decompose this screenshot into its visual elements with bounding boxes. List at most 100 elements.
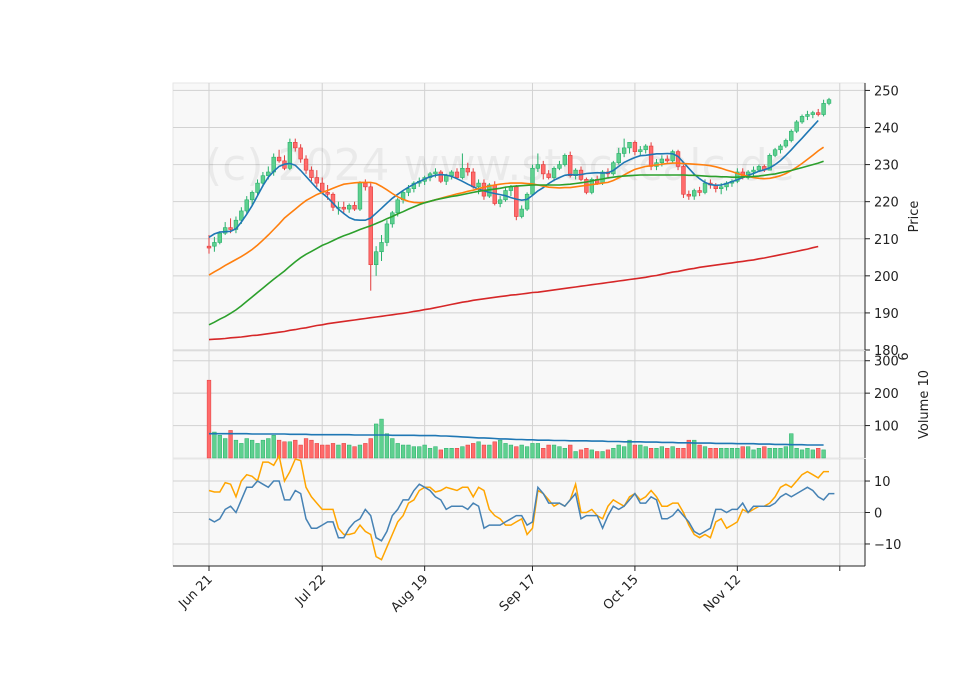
x-tick-label: Sep 17 bbox=[497, 572, 540, 615]
volume-bar bbox=[233, 439, 239, 459]
volume-bar bbox=[314, 443, 319, 459]
volume-bar bbox=[336, 444, 341, 459]
candle-body bbox=[352, 205, 357, 210]
x-tick-label: Jul 22 bbox=[292, 572, 329, 609]
candle-body bbox=[228, 227, 233, 230]
volume-axis-exponent: 6 bbox=[897, 352, 912, 360]
price-tick-label: 230 bbox=[874, 159, 899, 174]
candle-body bbox=[325, 192, 330, 195]
volume-bar bbox=[697, 444, 702, 459]
volume-bar bbox=[708, 448, 713, 459]
volume-bar bbox=[665, 448, 670, 459]
volume-bar bbox=[541, 448, 546, 459]
price-tick-label: 210 bbox=[874, 233, 899, 248]
candle-body bbox=[665, 158, 670, 162]
candle-body bbox=[546, 173, 551, 178]
volume-bar bbox=[228, 430, 233, 459]
volume-bar bbox=[654, 448, 659, 459]
volume-bar bbox=[325, 444, 330, 459]
volume-tick-label: 200 bbox=[874, 387, 899, 402]
candle-body bbox=[659, 158, 665, 164]
volume-bar bbox=[368, 438, 373, 459]
watermark-text: (c) 2024 www.stockcalc.de bbox=[205, 140, 795, 191]
candle-body bbox=[287, 142, 293, 169]
x-tick-label: Oct 15 bbox=[601, 572, 642, 613]
candle-body bbox=[266, 171, 271, 177]
volume-bar bbox=[206, 379, 212, 459]
volume-bar bbox=[605, 449, 611, 459]
x-tick-label: Nov 12 bbox=[701, 572, 744, 615]
candle-body bbox=[357, 182, 363, 210]
candle-body bbox=[460, 167, 465, 178]
candle-body bbox=[805, 114, 810, 117]
volume-bar bbox=[648, 448, 654, 459]
candle-body bbox=[772, 149, 778, 156]
candle-body bbox=[697, 190, 702, 193]
volume-bar bbox=[411, 446, 417, 459]
volume-bar bbox=[422, 444, 427, 459]
osc-tick-label: −10 bbox=[874, 538, 901, 553]
volume-bar bbox=[740, 446, 745, 459]
volume-bar bbox=[487, 444, 492, 459]
volume-bar bbox=[271, 435, 276, 459]
volume-bar bbox=[454, 448, 460, 459]
volume-bar bbox=[621, 446, 627, 459]
osc-tick-label: 0 bbox=[874, 507, 882, 522]
volume-bar bbox=[675, 448, 681, 459]
candle-body bbox=[541, 164, 546, 175]
volume-bar bbox=[492, 441, 497, 459]
price-tick-label: 220 bbox=[874, 196, 899, 211]
volume-panel-bg bbox=[172, 350, 866, 459]
candle-body bbox=[470, 171, 476, 188]
volume-bar bbox=[406, 444, 411, 459]
volume-bar bbox=[551, 444, 557, 459]
candle-body bbox=[341, 206, 346, 210]
candle-body bbox=[293, 142, 298, 149]
volume-bar bbox=[352, 446, 357, 459]
volume-bar bbox=[444, 448, 449, 459]
volume-bar bbox=[616, 444, 621, 459]
volume-bar bbox=[497, 439, 503, 459]
candle-body bbox=[616, 153, 621, 164]
candle-body bbox=[239, 210, 244, 221]
candle-body bbox=[303, 158, 309, 171]
candle-body bbox=[476, 182, 481, 188]
candle-body bbox=[621, 147, 627, 154]
volume-bar bbox=[816, 448, 821, 459]
candle-body bbox=[670, 151, 675, 162]
volume-bar bbox=[519, 444, 524, 459]
volume-bar bbox=[745, 446, 751, 459]
candle-body bbox=[686, 193, 692, 197]
volume-bar bbox=[433, 446, 438, 459]
volume-bar bbox=[600, 451, 605, 459]
volume-bar bbox=[481, 444, 487, 459]
candle-body bbox=[309, 169, 314, 178]
candle-body bbox=[454, 171, 460, 178]
volume-bar bbox=[347, 444, 352, 459]
candle-body bbox=[783, 140, 789, 147]
candle-body bbox=[551, 167, 557, 178]
volume-bar bbox=[341, 443, 346, 459]
candle-body bbox=[363, 182, 368, 188]
candle-body bbox=[449, 171, 454, 177]
volume-bar bbox=[309, 439, 314, 459]
volume-bar bbox=[702, 446, 708, 459]
candle-body bbox=[524, 193, 530, 210]
volume-bar bbox=[573, 451, 578, 459]
volume-bar bbox=[427, 448, 433, 459]
volume-bar bbox=[595, 451, 600, 459]
candle-body bbox=[632, 142, 638, 152]
volume-bar bbox=[282, 441, 287, 459]
candle-body bbox=[519, 208, 524, 217]
volume-average-line bbox=[209, 432, 824, 446]
candle-body bbox=[373, 251, 379, 266]
price-tick-label: 180 bbox=[874, 344, 899, 359]
candle-body bbox=[557, 164, 562, 169]
candle-body bbox=[379, 242, 384, 253]
candle-body bbox=[465, 167, 470, 173]
candle-body bbox=[222, 227, 228, 234]
volume-bar bbox=[783, 446, 789, 459]
volume-bar bbox=[320, 444, 325, 459]
